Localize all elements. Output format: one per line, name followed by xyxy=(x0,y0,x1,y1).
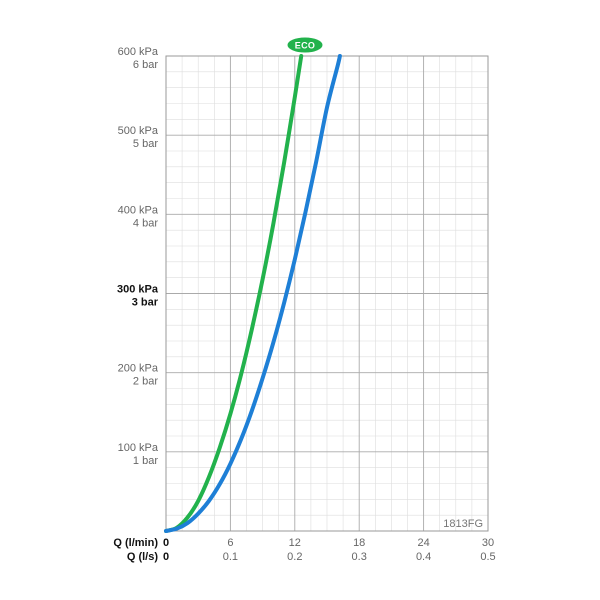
y-tick-label-kpa: 100 kPa xyxy=(118,442,159,454)
x-axis-title-ls: Q (l/s) xyxy=(127,551,159,563)
x-tick-label-lpm: 18 xyxy=(353,537,365,549)
eco-badge-shape xyxy=(286,36,324,54)
x-axis-title-lpm: Q (l/min) xyxy=(113,537,158,549)
x-tick-label-lpm: 30 xyxy=(482,537,494,549)
y-tick-label-bar: 3 bar xyxy=(132,297,159,309)
eco-badge-label: ECO xyxy=(295,41,315,51)
x-tick-label-lpm: 6 xyxy=(227,537,233,549)
x-tick-label-lpm: 24 xyxy=(417,537,429,549)
y-tick-label-bar: 6 bar xyxy=(133,59,158,71)
x-tick-labels: 0 0 6 0.1 12 0.2 18 0.3 24 0.4 30 0.5 xyxy=(163,537,496,563)
x-tick-label-ls: 0.2 xyxy=(287,551,302,563)
plot-frame xyxy=(165,55,489,532)
y-tick-label-bar: 4 bar xyxy=(133,217,158,229)
x-tick-label-lpm: 0 xyxy=(163,537,169,549)
y-tick-label-bar: 5 bar xyxy=(133,138,158,150)
y-tick-label-kpa: 300 kPa xyxy=(117,284,159,296)
series-line-green xyxy=(164,54,304,533)
y-tick-label-bar: 1 bar xyxy=(133,455,158,467)
y-tick-label-bar: 2 bar xyxy=(133,376,158,388)
series-line-blue xyxy=(164,54,342,533)
x-tick-label-lpm: 12 xyxy=(289,537,301,549)
x-tick-label-ls: 0.5 xyxy=(480,551,495,563)
grid-major xyxy=(166,56,488,531)
y-tick-label-kpa: 600 kPa xyxy=(118,46,159,58)
x-tick-label-ls: 0.1 xyxy=(223,551,238,563)
x-tick-label-ls: 0 xyxy=(163,551,169,563)
x-tick-label-ls: 0.4 xyxy=(416,551,431,563)
model-code-label: 1813FG xyxy=(443,518,483,530)
y-tick-label-kpa: 400 kPa xyxy=(118,204,159,216)
series-group xyxy=(164,54,342,533)
y-tick-label-kpa: 200 kPa xyxy=(118,363,159,375)
x-tick-label-ls: 0.3 xyxy=(352,551,367,563)
y-tick-label-kpa: 500 kPa xyxy=(118,125,159,137)
eco-badge: ECO xyxy=(286,36,324,54)
